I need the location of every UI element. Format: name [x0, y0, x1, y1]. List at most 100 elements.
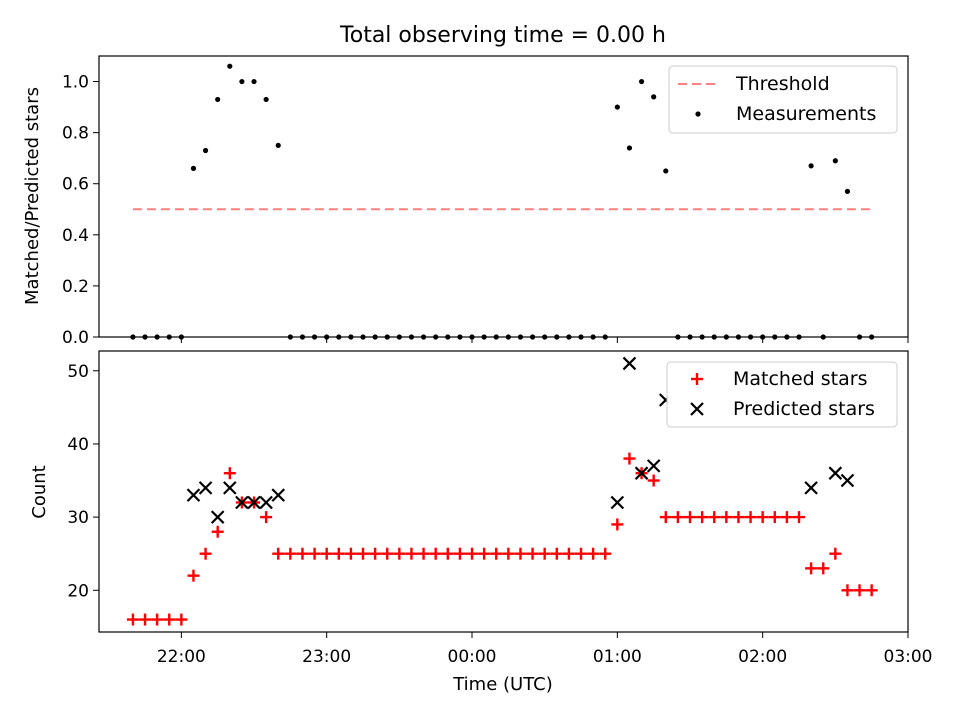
matched-star-point — [357, 547, 370, 560]
chart-title: Total observing time = 0.00 h — [339, 23, 666, 48]
matched-star-point — [659, 511, 672, 524]
legend-predicted-label: Predicted stars — [733, 398, 875, 420]
bottom-x-tick-label: 01:00 — [593, 647, 642, 667]
cross-stroke — [271, 488, 286, 502]
cross-stroke — [622, 356, 637, 371]
matched-star-point — [684, 511, 697, 524]
matched-star-point — [284, 547, 297, 560]
matched-star-point — [514, 547, 527, 560]
measurement-point — [651, 94, 657, 100]
measurement-point — [190, 165, 197, 171]
matched-star-point — [199, 547, 212, 560]
predicted-star-point — [610, 495, 625, 510]
matched-star-point — [320, 547, 333, 560]
bottom-y-axis-label: Count — [29, 465, 50, 518]
bottom-x-tick-label: 03:00 — [884, 647, 933, 667]
matched-star-point — [732, 511, 745, 524]
legend-predicted-swatch — [690, 402, 704, 416]
matched-star-point — [344, 547, 357, 560]
predicted-star-point — [210, 510, 225, 524]
legend-plus-marker — [691, 373, 703, 385]
cross-stroke — [186, 488, 201, 502]
matched-star-point — [441, 547, 454, 560]
matched-star-point — [175, 613, 188, 626]
cross-stroke — [690, 402, 704, 416]
matched-star-point — [841, 584, 854, 597]
bottom-legend: Matched stars Predicted stars — [666, 361, 898, 428]
matched-star-point — [490, 547, 503, 560]
matched-star-point — [780, 511, 793, 524]
legend-matched-label: Matched stars — [733, 368, 867, 390]
cross-stroke — [247, 495, 261, 510]
measurement-point — [638, 78, 645, 85]
legend-measurements-swatch — [695, 111, 701, 117]
measurement-point — [239, 78, 245, 85]
matched-star-point — [466, 547, 479, 560]
matched-star-point — [720, 511, 733, 524]
predicted-star-point — [804, 481, 818, 495]
cross-stroke — [259, 495, 273, 510]
predicted-star-point — [828, 466, 843, 480]
bottom-y-tick-label: 30 — [67, 508, 89, 528]
measurement-point — [263, 96, 269, 103]
matched-star-point — [744, 511, 757, 524]
matched-star-point — [393, 547, 406, 560]
x-axis-label: Time (UTC) — [452, 674, 553, 695]
predicted-star-point — [198, 481, 213, 495]
bottom-axes-frame — [98, 350, 909, 633]
matched-star-point — [272, 547, 285, 560]
matched-star-point — [417, 547, 430, 560]
top-legend-box — [668, 65, 898, 134]
top-legend: Threshold Measurements — [668, 65, 898, 134]
matched-star-point — [550, 547, 563, 560]
top-y-tick-label: 0.0 — [62, 328, 89, 348]
matched-star-point — [768, 511, 781, 524]
predicted-star-point — [646, 459, 661, 473]
cross-stroke — [840, 473, 855, 488]
matched-star-point — [805, 562, 818, 575]
measurement-point — [663, 168, 669, 174]
matched-star-point — [647, 474, 660, 487]
matched-star-point — [151, 613, 164, 626]
matched-star-point — [429, 547, 442, 560]
measurement-point — [844, 188, 851, 194]
bottom-x-tick-label: 02:00 — [738, 647, 787, 667]
matched-star-point — [260, 511, 273, 524]
measurement-point — [202, 147, 209, 154]
top-y-tick-label: 0.4 — [62, 226, 89, 246]
matched-star-point — [405, 547, 418, 560]
measurement-point — [808, 163, 814, 169]
matched-star-point — [139, 613, 152, 626]
cross-stroke — [198, 481, 213, 495]
predicted-star-point — [259, 495, 273, 510]
bottom-x-tick-label: 22:00 — [157, 647, 206, 667]
top-y-axis-label: Matched/Predicted stars — [22, 87, 43, 305]
cross-stroke — [646, 459, 661, 473]
legend-threshold-label: Threshold — [735, 73, 830, 95]
bottom-legend-box — [666, 361, 898, 428]
predicted-star-point — [634, 466, 649, 480]
measurement-point — [251, 78, 257, 85]
measurement-point — [215, 96, 221, 103]
matched-star-point — [756, 511, 769, 524]
top-axes-frame — [98, 55, 909, 338]
matched-star-point — [211, 525, 224, 538]
legend-cross-marker — [690, 402, 704, 416]
predicted-star-point — [271, 488, 286, 502]
matched-star-point — [478, 547, 491, 560]
bottom-y-tick-label: 50 — [67, 362, 89, 382]
matched-star-point — [611, 518, 624, 531]
bottom-y-tick-label: 40 — [67, 435, 89, 455]
matched-star-point — [696, 511, 709, 524]
matched-star-point — [381, 547, 394, 560]
matched-star-point — [865, 584, 878, 597]
top-y-tick-label: 1.0 — [62, 73, 89, 93]
matched-star-point — [296, 547, 309, 560]
matched-star-point — [502, 547, 515, 560]
matched-star-point — [575, 547, 588, 560]
matched-star-point — [562, 547, 575, 560]
bottom-x-tick-label: 23:00 — [302, 647, 351, 667]
matched-star-point — [526, 547, 539, 560]
